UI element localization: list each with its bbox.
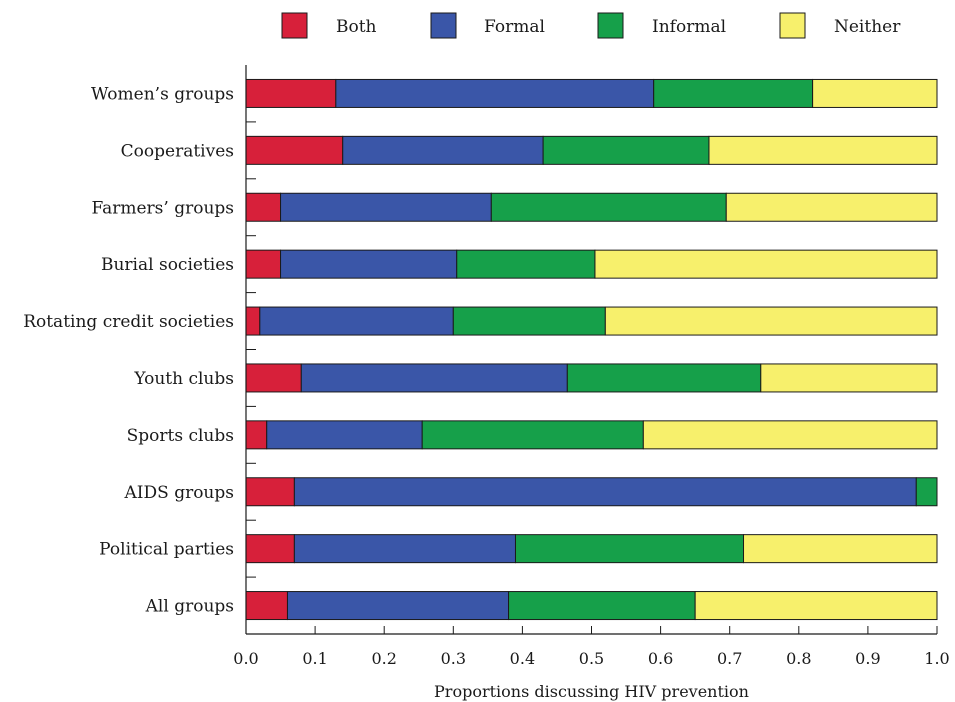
bar-formal-8 xyxy=(293,534,516,564)
bar-informal-7 xyxy=(915,477,938,507)
x-tick-label: 0.2 xyxy=(371,649,396,668)
x-tick-label: 0.6 xyxy=(648,649,673,668)
bar-both-4 xyxy=(245,306,261,336)
plot-area xyxy=(245,78,938,621)
bar-formal-3 xyxy=(280,249,458,279)
x-tick-label: 0.0 xyxy=(233,649,258,668)
bar-informal-8 xyxy=(514,534,745,564)
bar-informal-4 xyxy=(452,306,606,336)
category-label: Political parties xyxy=(99,540,234,560)
bar-informal-5 xyxy=(566,363,762,393)
bar-neither-4 xyxy=(604,306,938,336)
bar-neither-3 xyxy=(594,249,938,279)
y-axis: Women’s groups Cooperatives Farmers’ group… xyxy=(23,65,256,634)
category-label: Burial societies xyxy=(101,255,234,275)
bar-informal-2 xyxy=(490,192,727,222)
bar-formal-5 xyxy=(300,363,568,393)
category-label: Rotating credit societies xyxy=(23,312,234,332)
bar-informal-9 xyxy=(508,591,696,621)
category-label: All groups xyxy=(145,597,234,617)
x-tick-label: 0.4 xyxy=(510,649,535,668)
bar-both-0 xyxy=(245,78,337,108)
bar-informal-6 xyxy=(421,420,644,450)
bar-both-8 xyxy=(245,534,295,564)
bar-formal-0 xyxy=(335,78,655,108)
category-label: Youth clubs xyxy=(133,369,234,389)
bar-neither-0 xyxy=(812,78,938,108)
bar-formal-2 xyxy=(280,192,492,222)
x-tick-label: 0.1 xyxy=(302,649,327,668)
legend-swatch-both xyxy=(281,12,308,39)
x-tick-label: 0.8 xyxy=(786,649,811,668)
legend-label-formal: Formal xyxy=(484,17,545,37)
bar-informal-1 xyxy=(542,135,710,165)
legend-swatch-formal xyxy=(430,12,457,39)
bar-both-9 xyxy=(245,591,288,621)
bar-informal-3 xyxy=(456,249,596,279)
bar-neither-5 xyxy=(760,363,938,393)
bar-formal-4 xyxy=(259,306,454,336)
category-label: Sports clubs xyxy=(127,426,234,446)
x-tick-label: 1.0 xyxy=(924,649,949,668)
x-tick-label: 0.3 xyxy=(441,649,466,668)
bar-neither-8 xyxy=(743,534,938,564)
x-axis: 0.0 0.1 0.2 0.3 0.4 0.5 0.6 0.7 0.8 0.9 1.0 xyxy=(233,626,950,668)
category-label: Farmers’ groups xyxy=(91,198,234,218)
bar-formal-7 xyxy=(293,477,917,507)
legend: Both Formal Informal Neither xyxy=(281,12,901,39)
x-tick-label: 0.9 xyxy=(855,649,880,668)
x-tick-label: 0.5 xyxy=(579,649,604,668)
x-axis-title: Proportions discussing HIV prevention xyxy=(434,682,749,701)
legend-label-informal: Informal xyxy=(652,17,726,37)
legend-swatch-informal xyxy=(597,12,624,39)
legend-swatch-neither xyxy=(779,12,806,39)
bar-neither-6 xyxy=(642,420,938,450)
bar-both-3 xyxy=(245,249,282,279)
bar-neither-2 xyxy=(725,192,938,222)
bar-both-5 xyxy=(245,363,302,393)
bar-informal-0 xyxy=(653,78,814,108)
bar-both-1 xyxy=(245,135,344,165)
bar-formal-1 xyxy=(342,135,544,165)
category-label: Women’s groups xyxy=(91,84,234,104)
x-tick-label: 0.7 xyxy=(717,649,742,668)
bar-formal-9 xyxy=(286,591,510,621)
bar-neither-1 xyxy=(708,135,938,165)
bar-both-6 xyxy=(245,420,268,450)
legend-label-neither: Neither xyxy=(834,17,901,37)
legend-label-both: Both xyxy=(336,17,377,37)
bar-neither-9 xyxy=(694,591,938,621)
category-label: AIDS groups xyxy=(124,483,234,503)
category-label: Cooperatives xyxy=(121,141,234,161)
bar-both-2 xyxy=(245,192,282,222)
bar-both-7 xyxy=(245,477,295,507)
bar-formal-6 xyxy=(266,420,423,450)
